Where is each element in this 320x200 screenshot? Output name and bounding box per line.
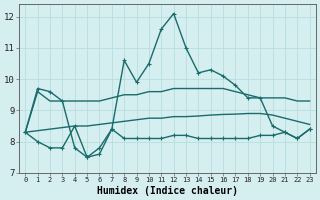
X-axis label: Humidex (Indice chaleur): Humidex (Indice chaleur) — [97, 186, 238, 196]
